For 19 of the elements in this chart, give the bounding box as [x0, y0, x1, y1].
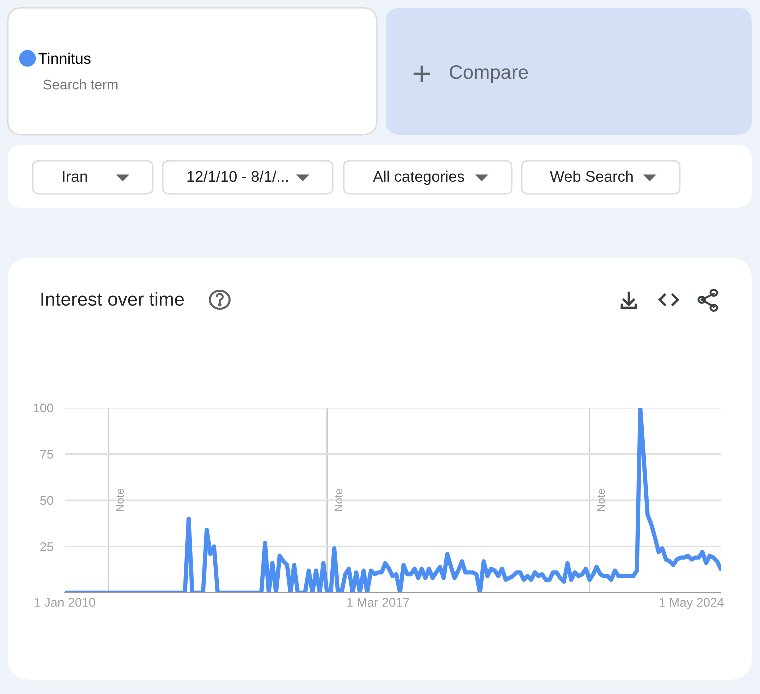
y-tick-label: 100	[34, 404, 54, 413]
text: Web Search	[550, 170, 633, 182]
x-tick-label: 1 Mar 2017	[348, 598, 410, 608]
text: Search term	[44, 80, 118, 90]
legend-label: Tinnitus	[38, 52, 91, 64]
y-tick-label: 75	[40, 450, 54, 459]
ref-line-label: Note	[116, 489, 124, 512]
text: 12/1/10 - 8/1/...	[188, 170, 288, 182]
text: All categories	[373, 170, 464, 186]
chart-title: Interest over time	[42, 292, 184, 306]
text: Iran	[63, 171, 88, 182]
x-tick-label: 1 May 2024	[660, 598, 724, 610]
y-tick-label: 50	[40, 496, 54, 506]
x-tick-label: 1 Jan 2010	[35, 598, 96, 608]
ref-line-label: Note	[334, 489, 343, 512]
text: Compare	[450, 65, 528, 84]
y-tick-label: 25	[40, 542, 54, 552]
line-series	[65, 408, 721, 593]
ref-line-label: Note	[597, 489, 606, 512]
